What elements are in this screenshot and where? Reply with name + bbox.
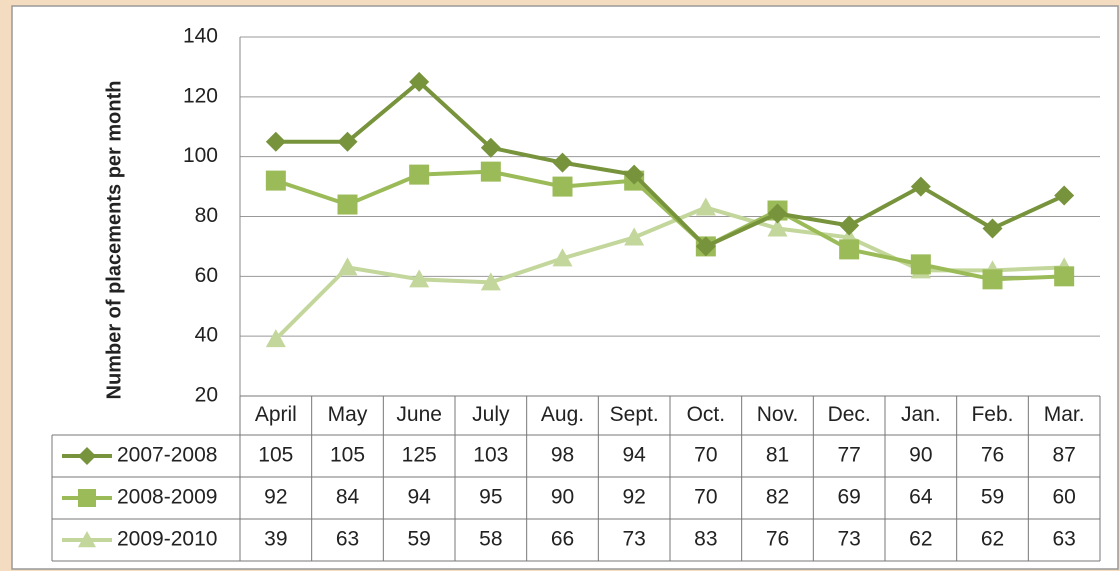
x-tick-label: July [472, 403, 510, 426]
legend-marker [78, 447, 96, 465]
table-value: 92 [264, 486, 287, 509]
y-tick-label: 60 [195, 264, 218, 287]
table-value: 63 [1052, 528, 1075, 551]
y-tick-label: 140 [183, 25, 218, 48]
x-tick-label: May [328, 403, 368, 426]
marker [624, 227, 645, 246]
marker [624, 164, 645, 185]
series-line [275, 169, 1065, 282]
marker [839, 215, 860, 236]
table-value: 73 [622, 528, 645, 551]
table-value: 69 [837, 486, 860, 509]
y-axis-label: Number of placements per month [103, 81, 125, 400]
x-tick-label: Jan. [901, 403, 941, 426]
marker [337, 131, 358, 152]
table-value: 94 [622, 444, 646, 467]
marker [409, 269, 430, 288]
marker [910, 254, 931, 275]
marker [552, 176, 573, 197]
marker [767, 218, 788, 237]
marker [982, 218, 1003, 239]
legend-marker [78, 531, 96, 548]
marker [265, 329, 286, 348]
y-tick-label: 40 [195, 324, 218, 347]
y-tick-label: 120 [183, 84, 218, 107]
x-tick-label: Feb. [971, 403, 1013, 426]
marker [767, 203, 788, 224]
table-value: 98 [551, 444, 574, 467]
marker [839, 239, 860, 260]
x-tick-label: Sept. [610, 403, 659, 426]
marker [265, 131, 286, 152]
legend-label: 2009-2010 [117, 528, 217, 551]
table-value: 84 [336, 486, 360, 509]
marker [695, 197, 716, 216]
table-value: 105 [258, 444, 293, 467]
marker [480, 272, 501, 291]
series-line [274, 205, 1065, 341]
table-value: 70 [694, 486, 717, 509]
table-value: 81 [766, 444, 789, 467]
table-value: 76 [766, 528, 789, 551]
x-tick-label: April [255, 403, 297, 426]
table-value: 60 [1052, 486, 1075, 509]
x-tick-label: Dec. [828, 403, 871, 426]
legend-marker [78, 489, 96, 507]
table-value: 83 [694, 528, 717, 551]
marker [552, 248, 573, 267]
table-value: 95 [479, 486, 502, 509]
y-tick-label: 20 [195, 384, 218, 407]
marker [337, 194, 358, 215]
legend-label: 2008-2009 [117, 486, 217, 509]
table-value: 58 [479, 528, 502, 551]
x-tick-label: June [396, 403, 442, 426]
table-value: 90 [551, 486, 574, 509]
marker [1054, 185, 1075, 206]
marker [409, 71, 430, 92]
marker [1054, 266, 1075, 287]
table-value: 62 [909, 528, 932, 551]
table-value: 66 [551, 528, 574, 551]
x-tick-label: Mar. [1044, 403, 1085, 426]
series-line [275, 79, 1066, 249]
table-value: 63 [336, 528, 359, 551]
x-tick-label: Oct. [687, 403, 726, 426]
table-value: 90 [909, 444, 932, 467]
table-value: 77 [837, 444, 860, 467]
marker [480, 137, 501, 158]
x-tick-label: Aug. [541, 403, 584, 426]
y-tick-label: 80 [195, 204, 218, 227]
marker [480, 161, 501, 182]
marker [552, 152, 573, 173]
x-tick-label: Nov. [757, 403, 799, 426]
table-value: 103 [473, 444, 508, 467]
table-value: 70 [694, 444, 717, 467]
table-value: 59 [407, 528, 430, 551]
y-tick-label: 100 [183, 144, 218, 167]
marker [265, 170, 286, 191]
table-value: 62 [981, 528, 1004, 551]
table-value: 105 [330, 444, 365, 467]
table-value: 59 [981, 486, 1004, 509]
marker [910, 176, 931, 197]
legend-label: 2007-2008 [117, 444, 217, 467]
table-value: 39 [264, 528, 287, 551]
table-value: 94 [407, 486, 431, 509]
table-value: 92 [622, 486, 645, 509]
table-value: 73 [837, 528, 860, 551]
table-value: 64 [909, 486, 933, 509]
table-value: 76 [981, 444, 1004, 467]
table-value: 125 [402, 444, 437, 467]
marker [409, 164, 430, 185]
table-value: 87 [1052, 444, 1075, 467]
marker [337, 257, 358, 276]
marker [982, 269, 1003, 290]
chart-frame [11, 5, 1119, 570]
marker [695, 236, 716, 257]
table-value: 82 [766, 486, 789, 509]
